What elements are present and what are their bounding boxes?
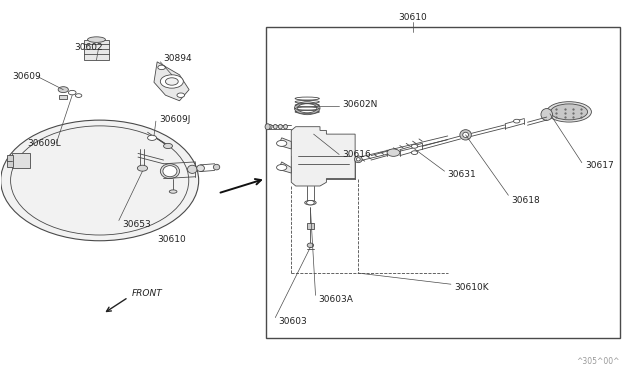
Circle shape [412,151,418,154]
Text: ^305^00^: ^305^00^ [577,357,620,366]
Circle shape [166,78,178,85]
Bar [307,223,314,229]
Ellipse shape [297,131,317,141]
Circle shape [387,149,400,156]
Circle shape [513,119,520,123]
Ellipse shape [298,103,317,113]
Polygon shape [278,138,291,149]
Circle shape [138,165,148,171]
Ellipse shape [463,132,468,137]
Ellipse shape [356,158,360,161]
Polygon shape [278,162,291,173]
Ellipse shape [307,243,314,247]
Text: 30603A: 30603A [319,295,353,304]
Ellipse shape [547,102,591,122]
Ellipse shape [163,166,177,177]
Ellipse shape [460,130,471,140]
Text: 30609L: 30609L [28,139,61,148]
Text: 30602: 30602 [74,42,103,51]
Ellipse shape [188,165,197,173]
Text: 30610: 30610 [398,13,427,22]
Circle shape [161,75,183,88]
Ellipse shape [305,201,316,205]
Text: 30610: 30610 [157,235,186,244]
Text: 30602N: 30602N [342,100,378,109]
Ellipse shape [294,129,321,143]
Bar [12,153,30,168]
Circle shape [307,201,314,205]
Text: 30603: 30603 [278,317,307,326]
Ellipse shape [161,164,179,179]
Circle shape [177,93,184,97]
Polygon shape [291,127,355,186]
Ellipse shape [278,125,282,129]
Circle shape [164,143,173,148]
Circle shape [158,65,166,70]
Circle shape [148,135,157,140]
Circle shape [412,144,418,148]
Ellipse shape [196,165,204,171]
Circle shape [68,90,76,95]
Text: 30609J: 30609J [159,115,191,124]
Ellipse shape [213,164,220,170]
Bar [266,27,620,338]
Text: 30618: 30618 [511,196,540,205]
Ellipse shape [273,125,277,129]
Text: 30616: 30616 [342,150,371,159]
Circle shape [276,164,287,170]
Bar [7,155,13,167]
Bar [60,95,67,99]
Ellipse shape [284,125,287,129]
Ellipse shape [170,190,177,193]
Circle shape [276,140,287,146]
Text: 30631: 30631 [448,170,476,179]
Bar [84,39,109,60]
Text: 30894: 30894 [164,54,192,62]
Ellipse shape [550,104,588,120]
Circle shape [76,94,82,97]
Ellipse shape [88,37,106,42]
Ellipse shape [541,109,552,121]
Ellipse shape [1,120,198,241]
Text: FRONT: FRONT [132,289,163,298]
Ellipse shape [268,125,272,129]
Text: 30653: 30653 [122,221,151,230]
Text: 30609: 30609 [12,72,41,81]
Ellipse shape [294,102,320,115]
Text: 30617: 30617 [585,161,614,170]
Circle shape [58,87,68,93]
Polygon shape [154,62,189,101]
Ellipse shape [355,156,362,163]
Ellipse shape [265,124,270,130]
Text: 30610K: 30610K [454,283,489,292]
